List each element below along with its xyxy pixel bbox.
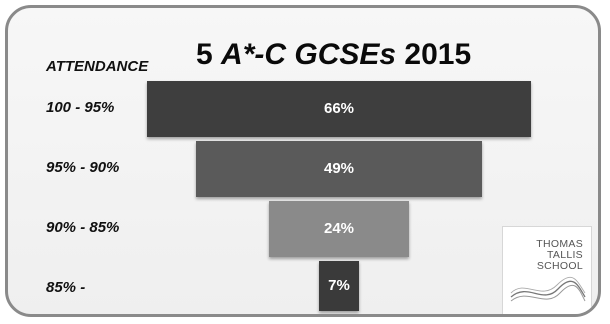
bar-value-label: 49%	[323, 160, 355, 177]
chart-title: 5 A*-C GCSEs 2015	[196, 38, 471, 72]
category-label: 95% - 90%	[46, 159, 120, 176]
title-suffix: 2015	[396, 38, 472, 71]
funnel-bar	[196, 141, 482, 197]
category-label: 85% -	[46, 279, 86, 296]
logo-text: THOMAS TALLIS SCHOOL	[536, 239, 583, 272]
logo-line-1: THOMAS	[536, 238, 583, 250]
bar-value-label: 24%	[323, 220, 355, 237]
bar-value-label: 7%	[328, 277, 350, 294]
title-prefix: 5	[196, 38, 222, 71]
category-label: 100 - 95%	[46, 99, 115, 116]
chart-card: ATTENDANCE 5 A*-C GCSEs 2015 66% 100 - 95…	[5, 5, 601, 317]
logo-wave-graphic	[510, 276, 586, 302]
school-logo: THOMAS TALLIS SCHOOL	[502, 226, 592, 314]
logo-line-2: TALLIS	[546, 249, 583, 261]
logo-line-3: SCHOOL	[536, 260, 583, 272]
bar-value-label: 66%	[323, 100, 355, 117]
funnel-bar	[318, 261, 360, 311]
funnel-bar	[269, 201, 409, 257]
title-italic: A*-C GCSEs	[221, 38, 397, 71]
funnel-bar	[147, 81, 531, 137]
attendance-axis-label: ATTENDANCE	[46, 58, 149, 75]
category-label: 90% - 85%	[46, 219, 120, 236]
